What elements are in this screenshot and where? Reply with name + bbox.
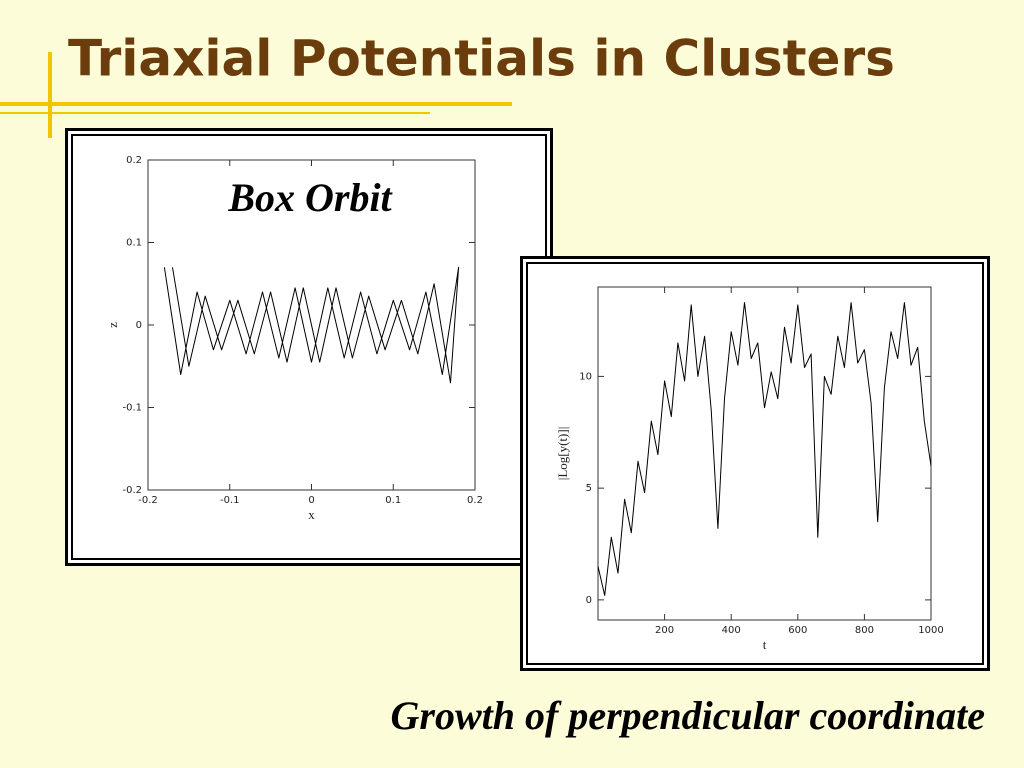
x-tick-label: 400 bbox=[722, 625, 741, 636]
y-tick-label: 0 bbox=[586, 595, 592, 606]
y-tick-label: -0.2 bbox=[122, 485, 142, 496]
x-tick-label: -0.1 bbox=[220, 495, 240, 506]
y-axis-label: |Log[y(t)]| bbox=[555, 427, 570, 481]
y-tick-label: 10 bbox=[579, 371, 592, 382]
figure-frame bbox=[65, 128, 553, 566]
y-tick-label: 0 bbox=[136, 320, 142, 331]
plot-frame bbox=[597, 286, 932, 621]
x-tick-label: 0 bbox=[308, 495, 314, 506]
y-tick-label: 5 bbox=[586, 483, 592, 494]
x-axis-label: x bbox=[308, 507, 315, 522]
y-tick-label: 0.1 bbox=[126, 238, 142, 249]
caption: Growth of perpendicular coordinate bbox=[391, 693, 985, 738]
figure: -0.2 -0.1 0 0.1 0.2 -0.2 -0.1 0 0.1 0.2 x z Box Orbi… bbox=[105, 155, 483, 522]
y-axis-label: z bbox=[105, 322, 120, 328]
x-tick-label: 600 bbox=[788, 625, 807, 636]
x-axis-label: t bbox=[763, 637, 767, 652]
annotation: Box Orbit bbox=[227, 175, 393, 220]
y-tick-label: 0.2 bbox=[126, 155, 142, 166]
x-tick-label: 0.1 bbox=[385, 495, 401, 506]
y-tick-label: -0.1 bbox=[122, 403, 142, 414]
x-tick-label: -0.2 bbox=[138, 495, 158, 506]
slide-title: Triaxial Potentials in Clusters bbox=[68, 30, 895, 88]
x-tick-label: 1000 bbox=[918, 625, 943, 636]
x-tick-label: 800 bbox=[855, 625, 874, 636]
figure-frame bbox=[520, 256, 990, 671]
x-tick-label: 0.2 bbox=[467, 495, 483, 506]
x-tick-label: 200 bbox=[655, 625, 674, 636]
figure: 200 400 600 800 1000 0 5 10 t |Log[y(t)]| bbox=[555, 286, 944, 652]
data-line bbox=[597, 302, 932, 596]
data-line bbox=[163, 266, 460, 384]
